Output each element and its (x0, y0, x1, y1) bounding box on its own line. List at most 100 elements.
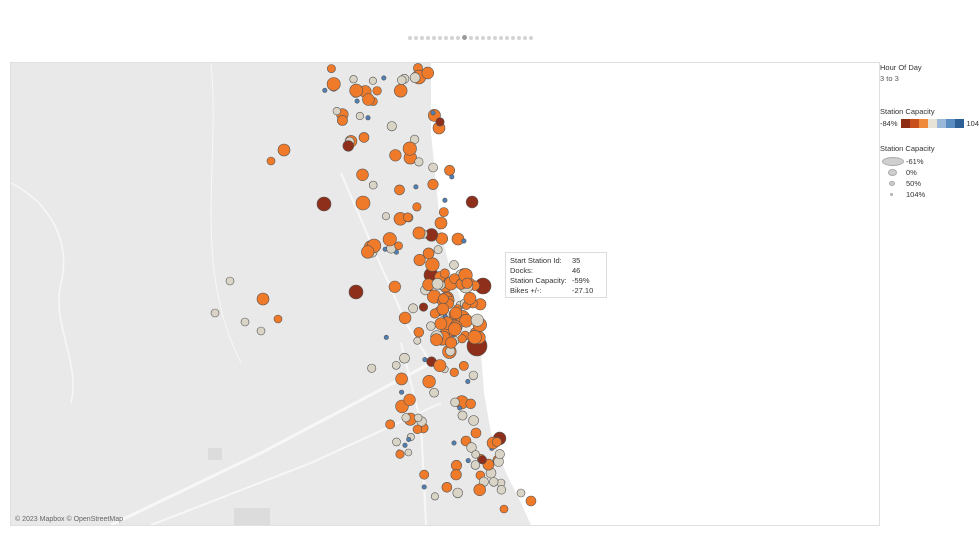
station-marker[interactable] (434, 216, 448, 230)
page-dot[interactable] (462, 35, 467, 40)
station-marker[interactable] (438, 293, 449, 304)
station-marker[interactable] (433, 359, 447, 372)
station-marker[interactable] (273, 314, 283, 324)
station-marker[interactable] (436, 302, 450, 316)
station-marker[interactable] (449, 306, 463, 320)
station-marker[interactable] (408, 303, 418, 314)
station-marker[interactable] (355, 111, 365, 121)
station-marker[interactable] (362, 93, 375, 106)
station-marker[interactable] (470, 460, 481, 470)
page-dot[interactable] (499, 36, 503, 40)
station-marker[interactable] (466, 442, 477, 453)
station-marker[interactable] (210, 308, 220, 318)
station-marker[interactable] (354, 98, 360, 104)
station-marker[interactable] (457, 410, 468, 421)
station-marker[interactable] (413, 184, 419, 190)
station-marker[interactable] (403, 393, 416, 406)
station-marker[interactable] (473, 483, 486, 496)
station-marker[interactable] (392, 437, 401, 447)
page-indicator[interactable] (408, 35, 578, 43)
station-marker[interactable] (361, 245, 375, 259)
page-dot[interactable] (456, 36, 460, 40)
station-marker[interactable] (389, 149, 402, 162)
station-marker[interactable] (465, 378, 471, 384)
station-marker[interactable] (395, 449, 405, 459)
station-marker[interactable] (406, 436, 412, 442)
station-marker[interactable] (468, 415, 479, 426)
station-marker[interactable] (468, 370, 479, 381)
station-marker[interactable] (368, 76, 377, 85)
station-marker[interactable] (336, 115, 348, 126)
station-marker[interactable] (385, 419, 396, 430)
station-marker[interactable] (256, 292, 270, 306)
station-marker[interactable] (444, 165, 455, 176)
map-canvas[interactable] (11, 63, 879, 525)
station-marker[interactable] (465, 398, 476, 409)
station-marker[interactable] (348, 284, 364, 300)
station-marker[interactable] (402, 442, 408, 448)
page-dot[interactable] (511, 36, 515, 40)
station-marker[interactable] (277, 143, 291, 157)
station-marker[interactable] (421, 484, 427, 490)
page-dot[interactable] (414, 36, 418, 40)
station-marker[interactable] (414, 413, 423, 422)
station-marker[interactable] (367, 363, 377, 373)
station-marker[interactable] (434, 317, 448, 331)
station-marker[interactable] (365, 115, 371, 121)
page-dot[interactable] (475, 36, 479, 40)
station-marker[interactable] (441, 481, 453, 493)
station-marker[interactable] (399, 389, 405, 395)
page-dot[interactable] (426, 36, 430, 40)
station-marker[interactable] (383, 334, 389, 340)
station-marker[interactable] (356, 168, 369, 182)
page-dot[interactable] (438, 36, 442, 40)
station-marker[interactable] (368, 180, 378, 190)
station-marker[interactable] (413, 327, 424, 338)
station-marker[interactable] (399, 352, 410, 364)
station-marker[interactable] (342, 140, 354, 152)
station-marker[interactable] (431, 278, 444, 290)
station-marker[interactable] (382, 232, 397, 247)
station-marker[interactable] (457, 334, 467, 344)
map-attribution[interactable]: © 2023 Mapbox © OpenStreetMap (15, 516, 123, 523)
station-marker[interactable] (388, 280, 401, 293)
page-dot[interactable] (493, 36, 497, 40)
station-marker[interactable] (402, 141, 417, 156)
page-dot[interactable] (469, 36, 473, 40)
station-marker[interactable] (326, 77, 341, 91)
station-marker[interactable] (428, 162, 438, 173)
station-marker[interactable] (496, 485, 507, 495)
station-marker[interactable] (451, 440, 457, 446)
station-marker[interactable] (477, 455, 487, 465)
station-marker[interactable] (489, 477, 499, 487)
page-dot[interactable] (420, 36, 424, 40)
station-marker[interactable] (427, 178, 439, 190)
station-marker[interactable] (414, 157, 424, 167)
station-marker[interactable] (449, 260, 459, 270)
station-marker[interactable] (412, 424, 423, 434)
station-marker[interactable] (422, 375, 436, 389)
page-dot[interactable] (487, 36, 491, 40)
station-marker[interactable] (449, 174, 455, 180)
station-marker[interactable] (349, 83, 364, 98)
station-marker[interactable] (412, 226, 426, 240)
station-marker[interactable] (381, 75, 387, 81)
station-marker[interactable] (471, 450, 480, 459)
station-marker[interactable] (394, 84, 408, 98)
page-dot[interactable] (450, 36, 454, 40)
station-marker[interactable] (240, 317, 250, 327)
station-marker[interactable] (422, 247, 435, 260)
station-marker[interactable] (430, 110, 436, 116)
station-marker[interactable] (439, 268, 450, 279)
hour-filter-value[interactable]: 3 to 3 (880, 74, 899, 83)
page-dot[interactable] (481, 36, 485, 40)
station-marker[interactable] (355, 195, 371, 211)
station-marker[interactable] (430, 333, 443, 347)
station-marker[interactable] (516, 488, 526, 498)
station-marker[interactable] (412, 202, 422, 212)
station-marker[interactable] (381, 212, 390, 221)
map-view[interactable]: © 2023 Mapbox © OpenStreetMap (10, 62, 880, 526)
station-marker[interactable] (418, 302, 428, 312)
page-dot[interactable] (444, 36, 448, 40)
station-marker[interactable] (525, 495, 537, 507)
